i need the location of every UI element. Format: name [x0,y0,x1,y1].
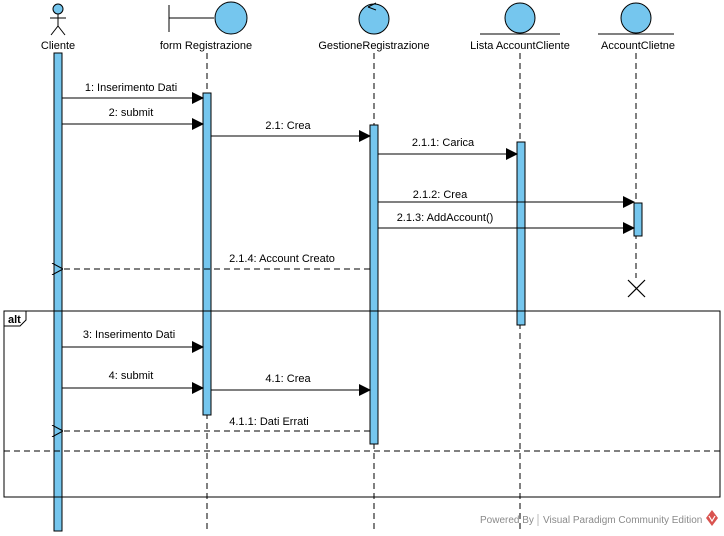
participant-accountclietne[interactable]: AccountClietne [598,2,675,52]
fragment-operator-tab [3,310,27,327]
message-4-1[interactable]: 4.1: Crea [211,373,371,396]
participant-label: AccountClietne [601,40,675,52]
actor-icon [50,3,66,36]
participant-label: Lista AccountCliente [470,40,570,52]
participant-form-registrazione[interactable]: form Registrazione [160,1,252,52]
lifelines [57,53,637,532]
entity-icon [480,2,560,35]
message-label: 1: Inserimento Dati [85,82,177,94]
message-label: 2.1: Crea [265,120,311,132]
fragment-operator-label: alt [8,314,21,326]
message-2[interactable]: 2: submit [62,107,204,130]
message-3[interactable]: 3: Inserimento Dati [62,329,204,353]
message-label: 2.1.1: Carica [412,137,475,149]
message-4-1-1[interactable]: 4.1.1: Dati Errati [63,416,370,431]
message-1[interactable]: 1: Inserimento Dati [62,82,204,104]
boundary-icon [168,1,248,35]
message-label: 3: Inserimento Dati [83,329,175,341]
activation-gestione-registrazione[interactable] [369,124,379,445]
participant-label: GestioneRegistrazione [318,40,429,52]
participant-label: Cliente [41,40,75,52]
message-label: 2.1.4: Account Creato [229,253,335,265]
message-label: 2.1.2: Crea [413,189,468,201]
alt-fragment[interactable]: alt [3,310,721,498]
messages: 1: Inserimento Dati 2: submit 2.1: Crea … [62,82,635,431]
watermark-product: Visual Paradigm Community Edition [543,515,702,526]
activation-lista-accountcliente[interactable] [516,141,526,326]
control-icon [358,2,390,35]
message-2-1-4[interactable]: 2.1.4: Account Creato [63,253,370,269]
activation-accountclietne[interactable] [633,202,643,237]
destroy-marker-icon [627,279,646,298]
participant-lista-accountcliente[interactable]: Lista AccountCliente [470,2,570,52]
message-label: 4: submit [109,370,154,382]
watermark: Powered By Visual Paradigm Community Edi… [480,510,718,526]
participant-gestione-registrazione[interactable]: GestioneRegistrazione [318,2,430,52]
visual-paradigm-logo-icon [706,510,718,526]
activation-cliente[interactable] [53,52,63,532]
fragment-frame [3,310,721,498]
message-label: 4.1: Crea [265,373,311,385]
message-2-1-1[interactable]: 2.1.1: Carica [378,137,518,160]
message-2-1-3[interactable]: 2.1.3: AddAccount() [378,212,635,234]
message-2-1[interactable]: 2.1: Crea [211,120,371,142]
participant-cliente[interactable]: Cliente [41,3,75,52]
message-2-1-2[interactable]: 2.1.2: Crea [378,189,635,208]
message-4[interactable]: 4: submit [62,370,204,394]
watermark-prefix: Powered By [480,515,534,526]
activations [53,52,643,532]
activation-form-registrazione[interactable] [202,92,212,416]
message-label: 2: submit [109,107,154,119]
message-label: 4.1.1: Dati Errati [229,416,308,428]
entity-icon [598,2,674,35]
message-label: 2.1.3: AddAccount() [397,212,494,224]
participant-label: form Registrazione [160,40,252,52]
